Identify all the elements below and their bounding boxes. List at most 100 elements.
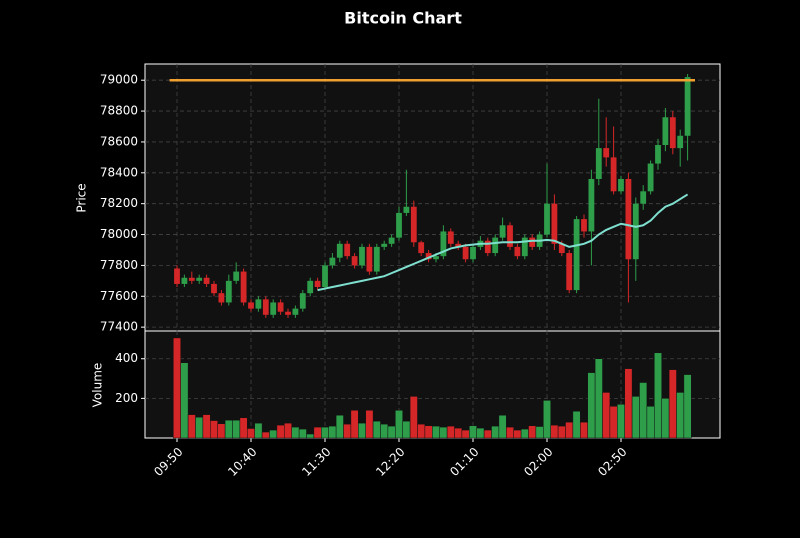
x-tick-label: 09:50 [151,445,185,479]
candle-body [255,299,262,309]
candle-body [248,302,254,309]
candle-body [270,302,277,315]
candle-body [225,280,232,303]
candle-body [410,206,417,243]
volume-bar [432,425,440,439]
volume-bar [557,425,566,439]
candle-body [359,246,365,266]
candle-body [558,243,565,254]
candle-body [462,246,469,260]
chart-title: Bitcoin Chart [344,9,462,28]
candle-body [603,148,610,158]
volume-bar [276,424,285,439]
candle-body [662,117,669,146]
candle-body [455,243,462,247]
candle-body [299,293,306,309]
x-tick-label: 02:50 [595,445,629,479]
candle-body [433,256,439,260]
volume-bar [661,398,670,439]
volume-bar [232,419,241,439]
volume-bar [372,420,381,439]
candle-body [544,203,550,235]
candle-body [499,225,506,238]
y-tick-label: 77800 [100,258,138,272]
candle-body [329,257,336,266]
candle-body [588,178,595,232]
volume-bar [446,425,455,439]
candle-body [188,277,195,281]
y-tick-label: 78400 [100,165,138,179]
volume-bar [173,337,181,439]
x-tick-label: 02:00 [521,445,555,479]
candle-body [581,219,587,232]
volume-bar [498,414,507,439]
candle-body [203,277,210,284]
candle-body [484,240,491,254]
candle-body [292,308,299,315]
candle-body [573,219,580,291]
y-tick-label: 78600 [100,134,138,148]
volume-bar [513,429,522,439]
volume-bar [602,392,611,439]
volume-bar [247,428,255,439]
volume-bar [358,422,366,439]
volume-bar [506,426,514,439]
y-tick-label: 78200 [100,196,138,210]
volume-bar [476,427,485,439]
volume-bar [617,404,625,439]
candle-body [218,293,225,303]
volume-bar [683,374,692,439]
candle-body [566,253,573,291]
volume-bar [395,410,403,439]
candle-body [610,157,617,192]
x-tick-label: 10:40 [225,445,259,479]
volume-bar [594,358,603,439]
candle-body [307,280,314,294]
volume-bar [454,427,463,439]
candle-body [233,271,240,281]
volume-bar [335,414,344,439]
candle-body [514,246,521,257]
volume-bar [550,424,559,439]
volume-tick-label: 200 [115,391,138,405]
volume-bar [195,416,204,439]
candle-body [366,246,373,272]
candle-body [381,243,388,247]
candle-body [507,225,513,247]
candle-body [418,242,425,254]
candle-body [314,280,321,288]
candle-body [262,299,269,315]
candle-body [344,243,351,257]
candle-body [388,237,395,244]
candle-body [470,246,476,260]
candle-body [440,231,447,257]
x-tick-label: 11:30 [299,445,333,479]
candle-body [551,203,558,244]
candle-body [647,163,654,192]
candle-body [351,256,358,266]
candle-body [322,265,328,288]
y-axis-label: Price [75,183,89,212]
candle-body [632,203,639,260]
volume-bar [224,419,233,439]
y-tick-label: 77400 [100,320,138,334]
candle-body [403,206,410,213]
candle-body [595,148,602,179]
volume-bar [350,410,359,439]
candle-body [529,237,536,247]
x-tick-label: 12:20 [373,445,407,479]
volume-bar [254,422,263,439]
volume-bar [187,414,196,439]
candle-body [373,246,380,272]
volume-bar [654,352,662,439]
volume-bar [210,420,218,439]
volume-bar [528,425,537,439]
volume-bar [269,429,278,439]
volume-bar [631,396,640,439]
volume-bar [580,421,588,439]
volume-bar [284,422,292,439]
candle-body [240,271,247,303]
volume-bar [313,426,322,439]
volume-bar [202,414,211,439]
